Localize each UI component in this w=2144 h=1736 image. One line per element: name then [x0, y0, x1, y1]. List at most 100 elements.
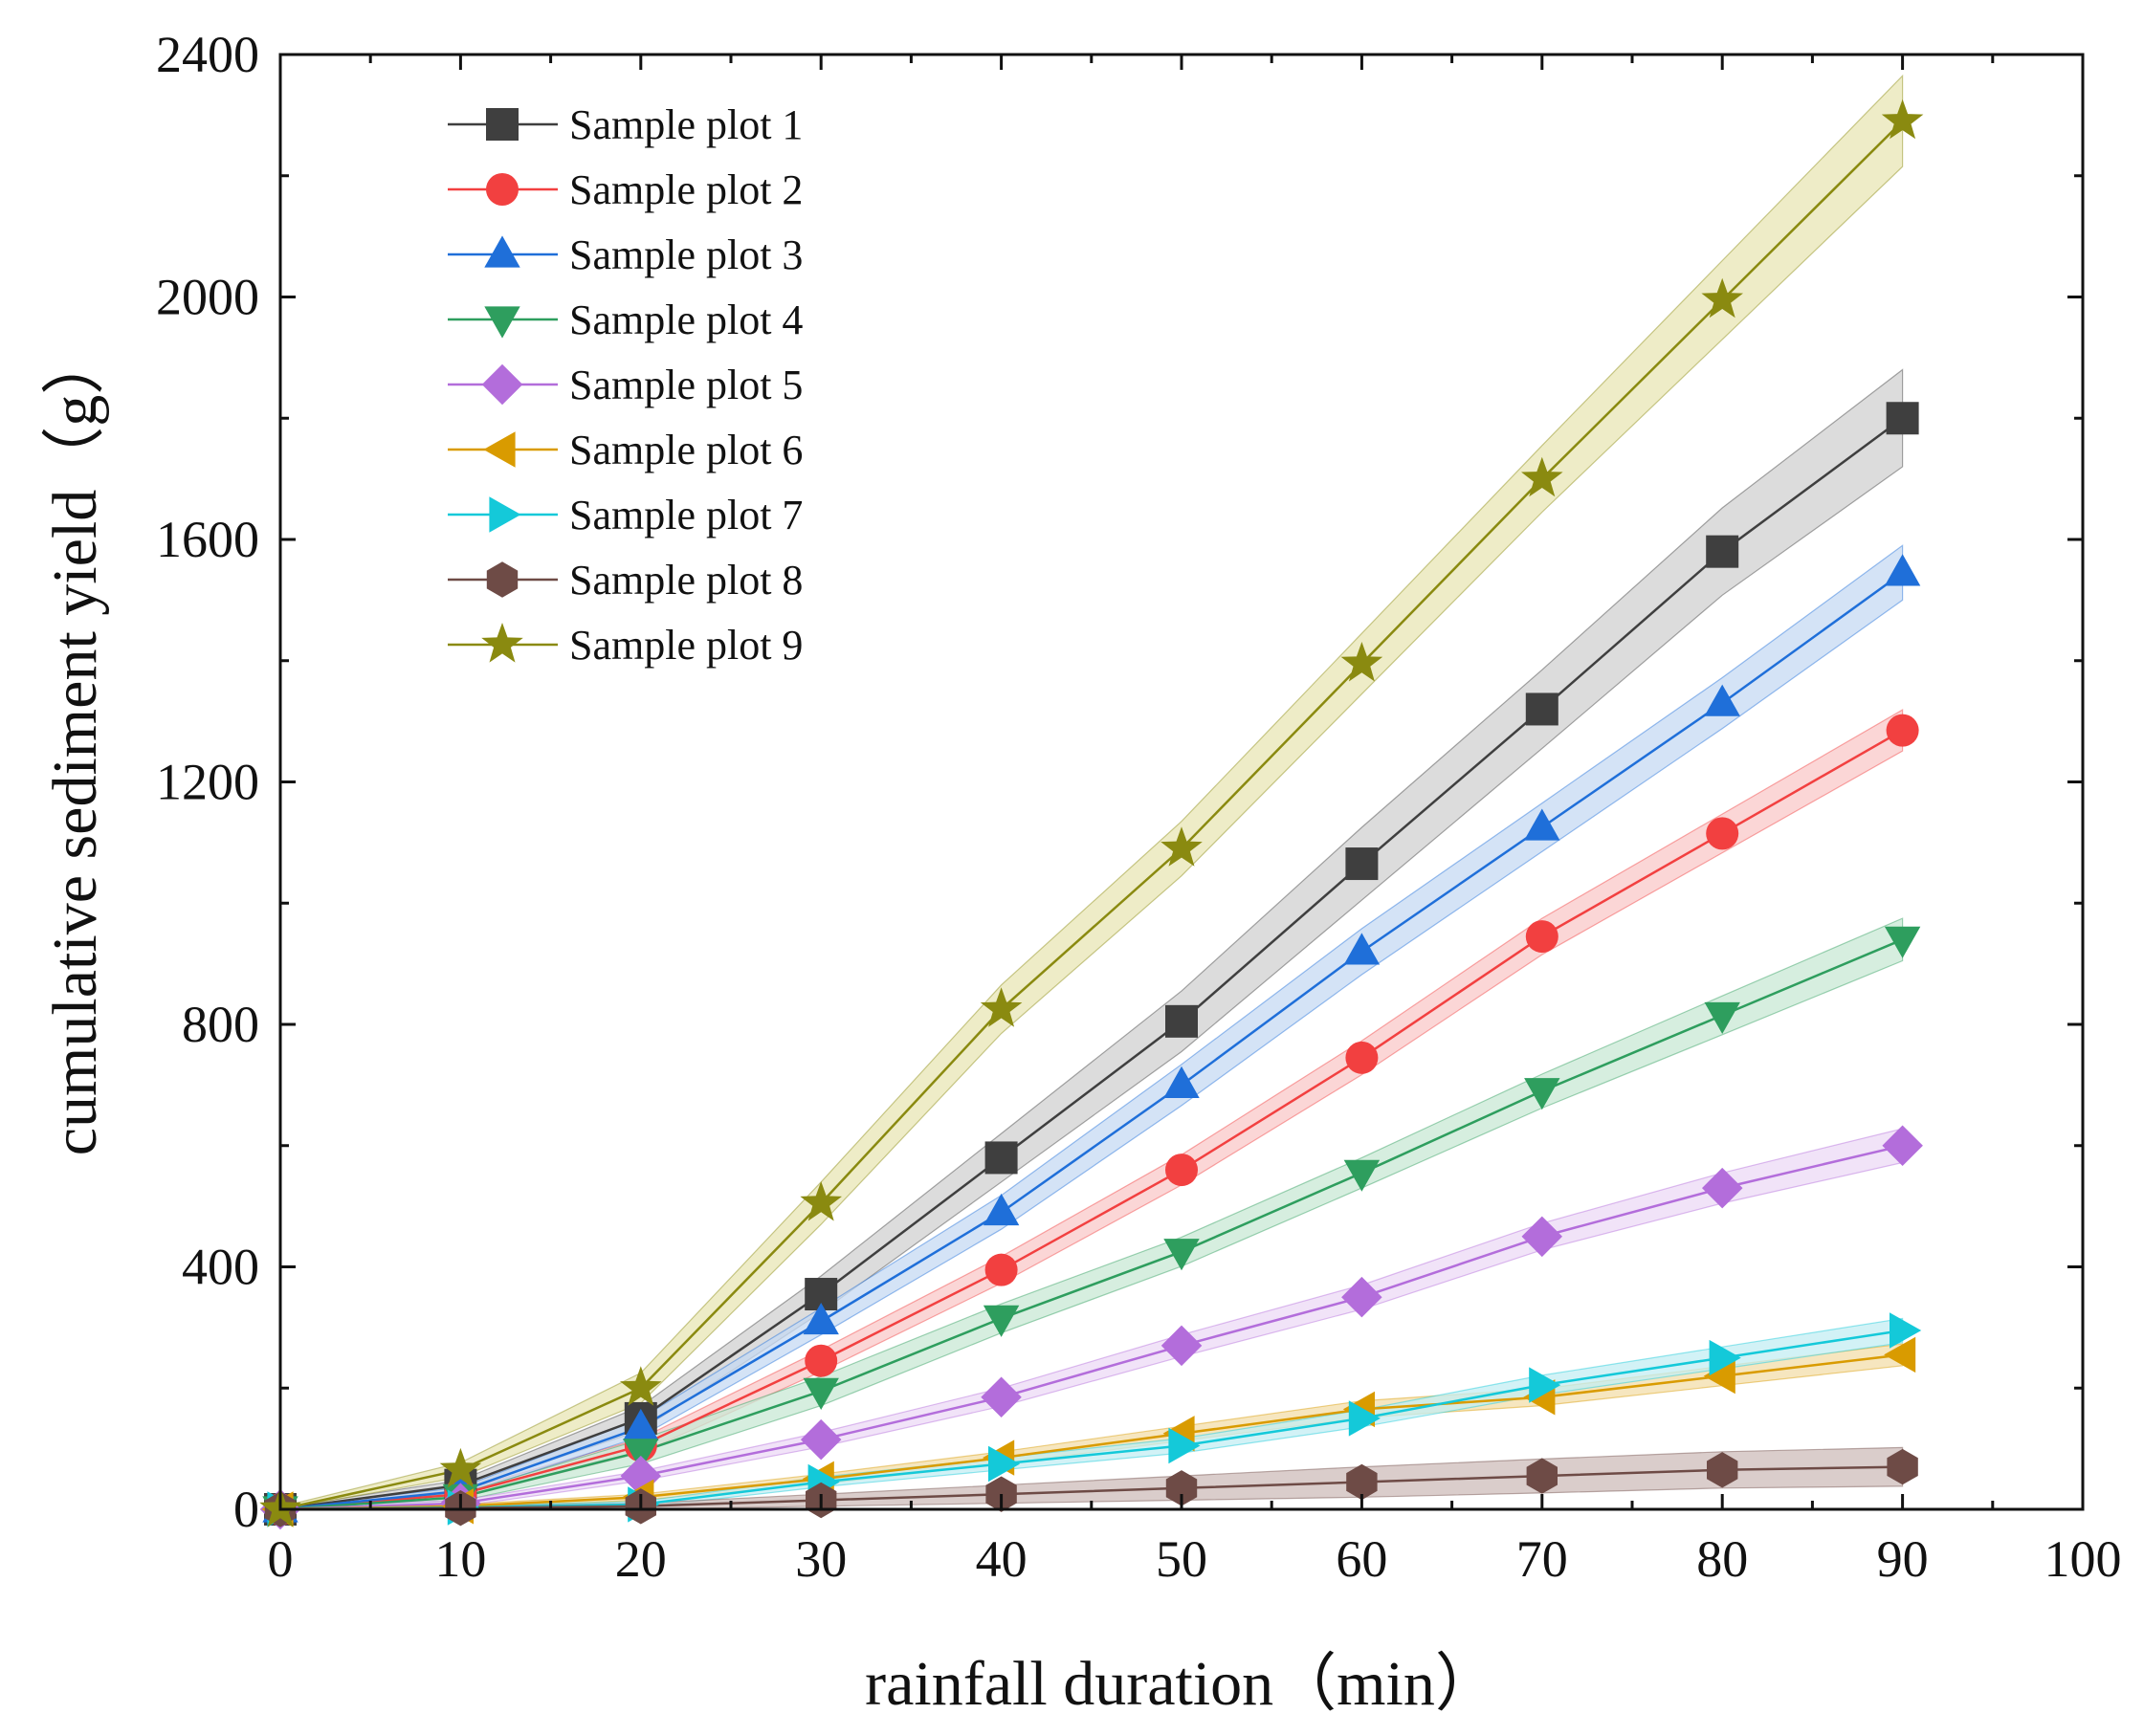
data-point-plot-6: [1884, 1336, 1916, 1373]
legend-marker: [481, 363, 523, 406]
data-point-plot-1: [1345, 847, 1379, 881]
legend: Sample plot 1 Sample plot 2 Sample plot 3 S…: [448, 101, 803, 669]
x-tick-label: 0: [268, 1530, 294, 1588]
x-axis-title: rainfall duration（min）: [865, 1649, 1498, 1719]
x-tick-label: 90: [1877, 1530, 1929, 1588]
data-point-plot-1: [1525, 692, 1558, 726]
y-axis: 0 400 800 1200 1600 2000 2400: [156, 26, 2083, 1538]
data-point-plot-4: [803, 1377, 839, 1410]
data-point-plot-8: [1526, 1458, 1558, 1494]
data-point-plot-9: [1340, 642, 1383, 682]
y-tick-label: 0: [233, 1481, 259, 1538]
data-point-plot-1: [1886, 402, 1919, 435]
data-point-plot-5: [1702, 1167, 1743, 1209]
data-point-plot-4: [1704, 1001, 1740, 1034]
data-point-plot-8: [1346, 1463, 1378, 1501]
data-point-plot-5: [800, 1418, 842, 1461]
data-point-plot-1: [984, 1141, 1018, 1175]
data-point-plot-3: [1704, 684, 1740, 716]
data-point-plot-1: [1706, 535, 1739, 568]
data-point-plot-7: [988, 1445, 1021, 1483]
y-tick-label: 400: [182, 1239, 259, 1296]
legend-label: Sample plot 3: [569, 231, 803, 278]
x-tick-label: 80: [1696, 1530, 1748, 1588]
data-point-plot-4: [983, 1305, 1020, 1337]
data-point-plot-2: [1345, 1041, 1379, 1074]
data-point-plot-7: [1890, 1312, 1922, 1349]
legend-marker: [486, 108, 519, 141]
data-point-plot-8: [1707, 1452, 1738, 1488]
legend-label: Sample plot 1: [569, 101, 803, 148]
data-point-plot-3: [1163, 1066, 1200, 1098]
x-tick-label: 100: [2045, 1530, 2122, 1588]
series-line-plot-2: [279, 729, 1904, 1511]
x-tick-label: 70: [1516, 1530, 1568, 1588]
data-point-plot-4: [623, 1439, 659, 1471]
data-point-plot-2: [805, 1344, 838, 1377]
data-point-plot-4: [1163, 1239, 1200, 1271]
data-point-plot-9: [1881, 99, 1924, 140]
data-point-plot-9: [800, 1181, 842, 1221]
data-point-plot-7: [1348, 1400, 1381, 1437]
x-tick-label: 50: [1156, 1530, 1207, 1588]
legend-label: Sample plot 9: [569, 622, 803, 669]
legend-marker: [484, 235, 520, 268]
data-point-plot-2: [1706, 817, 1739, 850]
legend-marker: [489, 496, 521, 533]
data-point-plot-3: [803, 1303, 839, 1335]
data-point-plot-8: [1887, 1448, 1918, 1485]
y-tick-label: 2400: [156, 26, 259, 83]
y-tick-label: 1600: [156, 511, 259, 568]
data-point-plot-5: [1341, 1276, 1382, 1318]
data-point-plot-9: [439, 1447, 482, 1488]
legend-label: Sample plot 2: [569, 166, 803, 213]
x-tick-label: 20: [615, 1530, 667, 1588]
data-point-plot-9: [620, 1366, 662, 1406]
legend-label: Sample plot 7: [569, 492, 803, 538]
series-line-plot-1: [279, 417, 1904, 1511]
data-point-plot-7: [1709, 1339, 1741, 1376]
error-band-plot-3: [279, 544, 1904, 1510]
data-point-plot-5: [1160, 1325, 1203, 1367]
legend-marker: [483, 431, 516, 468]
legend-label: Sample plot 6: [569, 427, 803, 473]
data-point-plot-9: [1160, 826, 1203, 867]
legend-marker: [486, 561, 519, 598]
data-point-plot-6: [1703, 1357, 1735, 1395]
legend-marker: [481, 623, 523, 663]
data-point-plot-9: [1521, 456, 1563, 497]
data-point-plot-3: [1343, 933, 1381, 965]
data-point-plot-3: [983, 1193, 1020, 1226]
legend-label: Sample plot 4: [569, 297, 803, 343]
x-axis: 0 10 20 30 40 50 60 70 80 90 100: [268, 55, 2122, 1588]
series-line-plot-9: [279, 120, 1904, 1511]
data-point-plot-2: [1165, 1154, 1198, 1187]
x-tick-label: 40: [976, 1530, 1028, 1588]
error-band-plot-4: [279, 917, 1904, 1510]
data-point-plot-4: [1884, 926, 1921, 958]
data-point-plot-2: [984, 1253, 1018, 1286]
y-tick-label: 2000: [156, 269, 259, 326]
x-tick-label: 60: [1336, 1530, 1387, 1588]
legend-marker: [486, 173, 519, 206]
data-point-plot-3: [1884, 554, 1921, 586]
x-tick-label: 10: [434, 1530, 486, 1588]
data-point-plot-5: [1521, 1216, 1562, 1258]
data-point-plot-2: [1886, 714, 1919, 747]
data-point-plot-7: [1168, 1427, 1201, 1464]
y-axis-title: cumulative sediment yield（g）: [40, 332, 110, 1155]
legend-marker: [484, 306, 520, 339]
data-point-plot-5: [1882, 1125, 1923, 1166]
y-tick-label: 800: [182, 996, 259, 1053]
data-point-plot-2: [1525, 920, 1558, 954]
data-point-plot-8: [1165, 1470, 1198, 1506]
series-lines: [279, 120, 1904, 1511]
data-point-plot-1: [1165, 1004, 1198, 1038]
error-band-plot-9: [279, 74, 1904, 1510]
series-line-plot-4: [279, 938, 1904, 1511]
series-line-plot-5: [279, 1144, 1903, 1511]
data-point-plot-3: [623, 1408, 659, 1440]
data-point-plot-9: [980, 987, 1023, 1027]
data-point-plot-5: [981, 1376, 1022, 1417]
series-line-plot-3: [279, 571, 1904, 1511]
